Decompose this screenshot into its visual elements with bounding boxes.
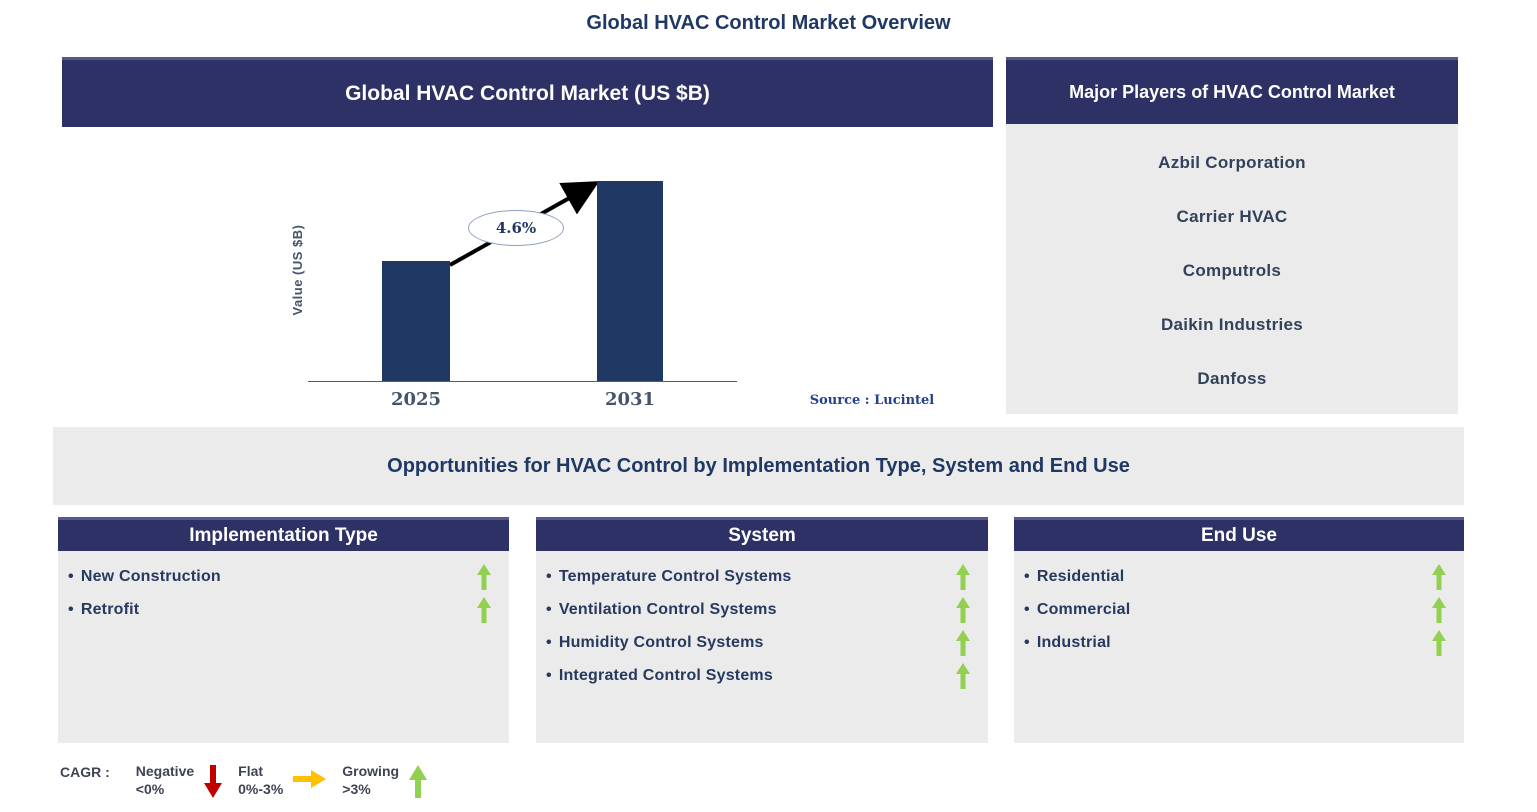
- column-implementation-type: Implementation Type • New Construction • R…: [58, 517, 509, 743]
- legend-range: >3%: [342, 781, 371, 797]
- chart-source: Source : Lucintel: [809, 393, 935, 408]
- item-label: Retrofit: [80, 600, 140, 618]
- player-item: Computrols: [1182, 261, 1282, 280]
- bullet-icon: •: [68, 567, 74, 585]
- list-item: • Commercial: [1024, 596, 1446, 623]
- legend-name: Negative: [135, 763, 195, 779]
- trend-up-arrow-icon: [1432, 596, 1446, 623]
- column-body: • Temperature Control Systems • Ventilatio…: [536, 551, 988, 743]
- list-item: • Ventilation Control Systems: [546, 596, 970, 623]
- trend-up-arrow-icon: [956, 629, 970, 656]
- list-item: • Retrofit: [68, 596, 491, 623]
- list-item: • Residential: [1024, 563, 1446, 590]
- trend-up-arrow-icon: [477, 563, 491, 590]
- bullet-icon: •: [1024, 567, 1030, 585]
- column-body: • New Construction • Retrofit: [58, 551, 509, 743]
- legend-item-growing: Growing >3%: [342, 762, 428, 798]
- item-label: Integrated Control Systems: [558, 666, 773, 684]
- x-axis-line: [308, 381, 737, 382]
- item-label: Humidity Control Systems: [558, 633, 764, 651]
- trend-right-arrow-icon: [293, 770, 327, 788]
- list-item: • Integrated Control Systems: [546, 662, 970, 689]
- page-title: Global HVAC Control Market Overview: [586, 12, 951, 34]
- legend-name: Flat: [238, 763, 264, 779]
- list-item: • Industrial: [1024, 629, 1446, 656]
- trend-up-arrow-icon: [956, 563, 970, 590]
- trend-up-arrow-icon: [956, 662, 970, 689]
- bullet-icon: •: [546, 567, 552, 585]
- bullet-icon: •: [546, 600, 552, 618]
- column-header: Implementation Type: [58, 517, 509, 551]
- players-list: Azbil Corporation Carrier HVAC Computrol…: [1006, 124, 1458, 414]
- item-label: Ventilation Control Systems: [558, 600, 777, 618]
- legend-item-flat: Flat 0%-3%: [238, 762, 327, 798]
- column-system: System • Temperature Control Systems • Ven…: [536, 517, 988, 743]
- item-label: New Construction: [80, 567, 221, 585]
- bar-2031: [597, 181, 663, 381]
- trend-up-arrow-icon: [1432, 629, 1446, 656]
- legend-label: CAGR :: [60, 764, 110, 780]
- player-item: Daikin Industries: [1160, 315, 1304, 334]
- bullet-icon: •: [1024, 633, 1030, 651]
- item-label: Residential: [1036, 567, 1125, 585]
- legend-range: 0%-3%: [238, 781, 284, 797]
- list-item: • New Construction: [68, 563, 491, 590]
- y-axis-label: Value (US $B): [290, 224, 305, 316]
- column-header: System: [536, 517, 988, 551]
- column-header: End Use: [1014, 517, 1464, 551]
- item-label: Industrial: [1036, 633, 1111, 651]
- x-tick-2025: 2025: [390, 389, 442, 410]
- legend-range: <0%: [135, 781, 165, 797]
- growth-arrow-icon: [449, 181, 600, 267]
- players-panel-header: Major Players of HVAC Control Market: [1006, 57, 1458, 124]
- cagr-annotation-bubble: 4.6%: [468, 210, 564, 246]
- bar-2025: [382, 261, 450, 381]
- player-item: Carrier HVAC: [1176, 207, 1288, 226]
- trend-up-arrow-icon: [1432, 563, 1446, 590]
- legend-name: Growing: [342, 763, 400, 779]
- bullet-icon: •: [546, 633, 552, 651]
- chart-panel-header: Global HVAC Control Market (US $B): [62, 57, 993, 127]
- item-label: Commercial: [1036, 600, 1131, 618]
- list-item: • Humidity Control Systems: [546, 629, 970, 656]
- trend-up-arrow-icon: [956, 596, 970, 623]
- cagr-legend: CAGR : Negative <0% Flat 0%-3% Growing >…: [60, 762, 443, 798]
- column-body: • Residential • Commercial • Industrial: [1014, 551, 1464, 743]
- opportunities-banner: Opportunities for HVAC Control by Implem…: [53, 427, 1464, 505]
- x-tick-2031: 2031: [604, 389, 656, 410]
- bullet-icon: •: [546, 666, 552, 684]
- column-end-use: End Use • Residential • Commercial • Indust…: [1014, 517, 1464, 743]
- trend-up-arrow-icon: [409, 765, 428, 798]
- trend-down-arrow-icon: [204, 765, 223, 798]
- bar-chart: Value (US $B) 4.6% 2025 2031 Source : Lu…: [62, 127, 993, 427]
- trend-up-arrow-icon: [477, 596, 491, 623]
- bullet-icon: •: [1024, 600, 1030, 618]
- legend-item-negative: Negative <0%: [135, 762, 223, 798]
- bullet-icon: •: [68, 600, 74, 618]
- list-item: • Temperature Control Systems: [546, 563, 970, 590]
- cagr-annotation-value: 4.6%: [495, 219, 537, 237]
- player-item: Danfoss: [1197, 369, 1267, 388]
- player-item: Azbil Corporation: [1158, 153, 1306, 172]
- item-label: Temperature Control Systems: [558, 567, 792, 585]
